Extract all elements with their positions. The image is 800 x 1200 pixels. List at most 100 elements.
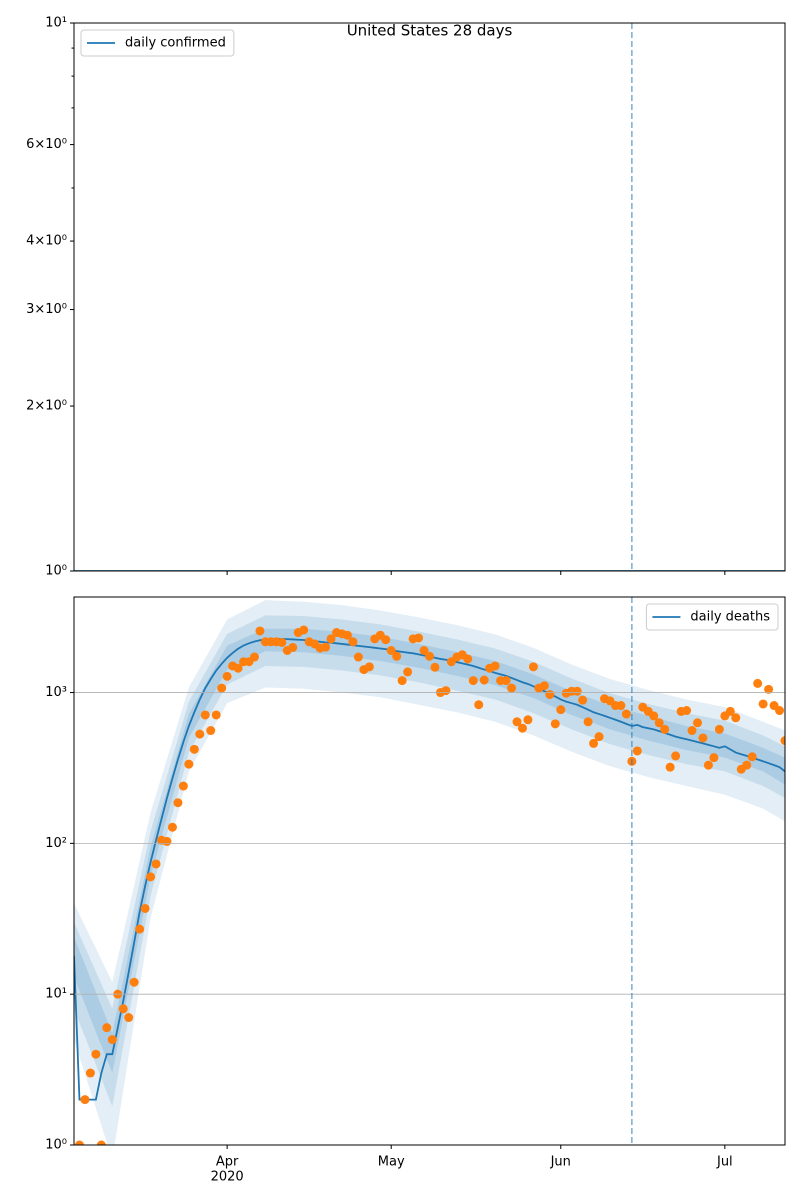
x-tick-label: Jun xyxy=(550,1155,571,1170)
data-point xyxy=(660,724,670,734)
data-point xyxy=(364,662,374,672)
data-point xyxy=(589,738,599,748)
data-point xyxy=(107,1035,117,1045)
data-point xyxy=(709,753,719,763)
data-point xyxy=(632,746,642,756)
data-point xyxy=(124,1013,134,1023)
data-point xyxy=(479,675,489,685)
data-point xyxy=(397,676,407,686)
data-point xyxy=(616,701,626,711)
subplot: United States 28 days 10⁰ 2×10⁰ 3×10⁰ 4×10⁰ 6… xyxy=(26,16,786,579)
x-year-label: 2020 xyxy=(211,1170,244,1185)
data-point xyxy=(441,686,451,696)
data-point xyxy=(654,718,664,728)
data-point xyxy=(348,637,358,647)
legend-label: daily confirmed xyxy=(125,36,226,51)
data-point xyxy=(102,1023,112,1033)
data-point xyxy=(146,872,156,882)
data-point xyxy=(468,676,478,686)
y-tick-label: 10³ xyxy=(45,685,67,700)
data-point xyxy=(419,645,429,655)
data-point xyxy=(703,760,713,770)
data-point xyxy=(725,706,735,716)
data-point xyxy=(474,700,484,710)
y-tick-label: 10¹ xyxy=(45,16,67,31)
y-tick-label: 2×10⁰ xyxy=(26,399,67,414)
data-point xyxy=(731,713,741,723)
data-point xyxy=(649,711,659,721)
data-point xyxy=(539,681,549,691)
data-point xyxy=(80,1095,90,1105)
data-point xyxy=(671,751,681,761)
data-point xyxy=(96,1140,106,1145)
data-point xyxy=(167,822,177,832)
data-point xyxy=(545,690,555,700)
data-point xyxy=(758,699,768,709)
data-point xyxy=(572,686,582,696)
y-tick-label: 10⁰ xyxy=(45,1138,67,1153)
data-point xyxy=(665,762,675,772)
data-point xyxy=(512,717,522,727)
x-tick-label: May xyxy=(378,1155,405,1170)
data-point xyxy=(517,723,527,733)
data-point xyxy=(211,710,221,720)
data-point xyxy=(507,683,517,693)
data-point xyxy=(501,676,511,686)
data-point xyxy=(430,662,440,672)
data-point xyxy=(118,1004,128,1014)
data-point xyxy=(594,732,604,742)
data-point xyxy=(386,645,396,655)
data-point xyxy=(621,709,631,719)
y-tick-label: 10⁰ xyxy=(45,564,67,579)
uncertainty-band xyxy=(74,600,785,1145)
data-point xyxy=(91,1049,101,1059)
data-point xyxy=(233,663,243,673)
data-point xyxy=(578,695,588,705)
data-point xyxy=(353,652,363,662)
data-point xyxy=(206,726,216,736)
y-tick-label: 6×10⁰ xyxy=(26,137,67,152)
data-point xyxy=(200,710,210,720)
data-point xyxy=(714,724,724,734)
legend-box xyxy=(645,603,779,631)
data-point xyxy=(682,706,692,716)
data-point xyxy=(747,752,757,762)
data-point xyxy=(403,667,413,677)
data-point xyxy=(392,651,402,661)
data-point xyxy=(135,924,145,934)
data-point xyxy=(425,651,434,661)
data-point xyxy=(687,726,697,736)
data-point xyxy=(326,634,336,644)
y-tick-label: 3×10⁰ xyxy=(26,302,67,317)
data-point xyxy=(463,654,473,664)
data-point xyxy=(74,1140,84,1145)
data-point xyxy=(162,836,172,846)
x-tick-label: Apr xyxy=(216,1155,239,1170)
data-point xyxy=(583,717,593,727)
data-point xyxy=(321,642,331,652)
data-point xyxy=(173,798,183,808)
data-point xyxy=(178,781,188,791)
axes-frame xyxy=(73,596,786,1146)
plot-area xyxy=(74,600,785,1145)
data-point xyxy=(195,729,205,739)
data-point xyxy=(288,642,298,652)
data-point xyxy=(140,903,150,913)
axes-frame xyxy=(73,22,786,572)
data-point xyxy=(217,683,227,693)
x-tick-label: Jul xyxy=(716,1155,733,1170)
data-point xyxy=(753,678,763,688)
data-point xyxy=(184,759,194,769)
data-point xyxy=(249,652,259,662)
data-point xyxy=(764,684,774,694)
data-point xyxy=(277,637,287,647)
data-point xyxy=(550,719,560,729)
data-point xyxy=(85,1068,95,1078)
data-point xyxy=(342,630,352,640)
data-point xyxy=(528,662,538,672)
data-point xyxy=(490,661,500,671)
chart-title: United States 28 days xyxy=(347,22,513,40)
data-point xyxy=(222,671,232,681)
legend-box xyxy=(80,29,235,57)
